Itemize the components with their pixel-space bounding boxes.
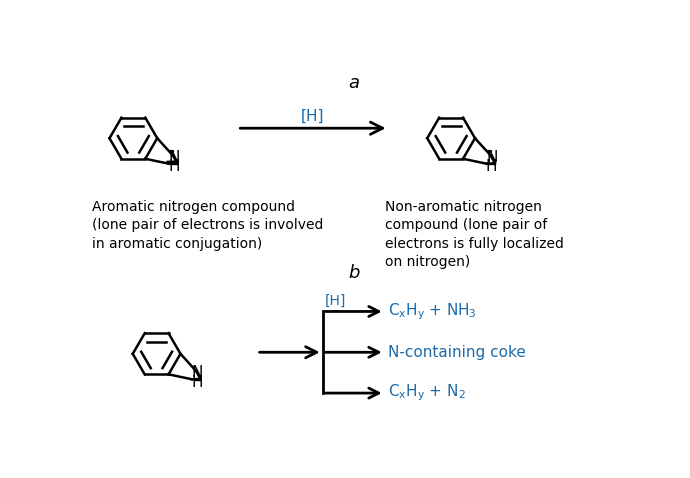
- Text: H: H: [486, 159, 497, 174]
- Text: $\mathsf{C_xH_y}$ + N$_2$: $\mathsf{C_xH_y}$ + N$_2$: [388, 383, 466, 403]
- Text: N-containing coke: N-containing coke: [388, 345, 526, 360]
- Text: $\mathsf{C_xH_y}$ + NH$_3$: $\mathsf{C_xH_y}$ + NH$_3$: [388, 301, 477, 322]
- Text: [H]: [H]: [302, 109, 325, 123]
- Text: Aromatic nitrogen compound
(lone pair of electrons is involved
in aromatic conju: Aromatic nitrogen compound (lone pair of…: [92, 200, 324, 250]
- Text: b: b: [348, 264, 359, 282]
- Text: H: H: [168, 159, 179, 174]
- Text: Non-aromatic nitrogen
compound (lone pair of
electrons is fully localized
on nit: Non-aromatic nitrogen compound (lone pai…: [384, 200, 564, 269]
- Text: [H]: [H]: [325, 293, 346, 308]
- Text: H: H: [192, 375, 203, 390]
- Text: N: N: [486, 150, 497, 165]
- Text: N: N: [192, 366, 203, 380]
- Text: N: N: [168, 150, 179, 165]
- Text: a: a: [348, 74, 359, 92]
